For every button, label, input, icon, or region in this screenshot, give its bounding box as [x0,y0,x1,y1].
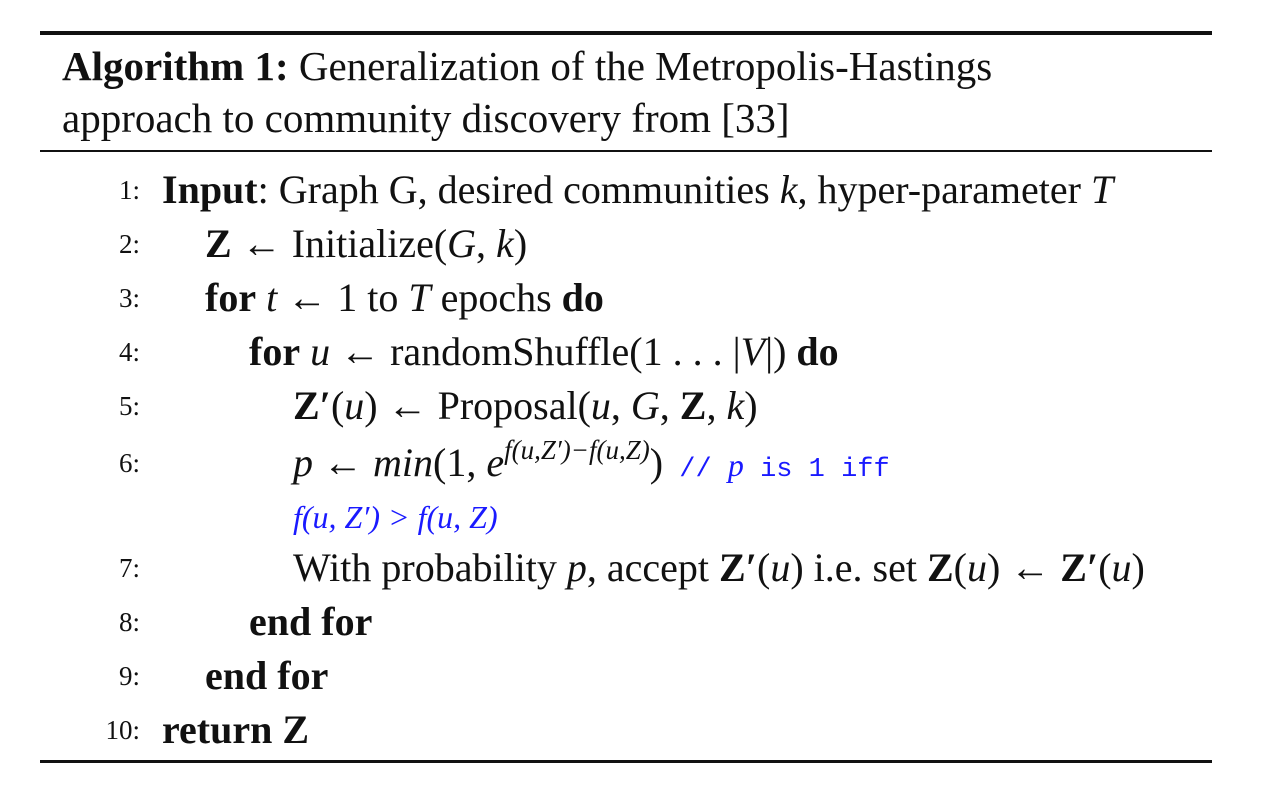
comment-continuation: f(u, Z′) > f(u, Z) [293,499,498,535]
line-number: 3: [118,283,140,313]
paren: ( [330,383,345,428]
exponent: f(u,Z′)−f(u,Z) [504,435,650,465]
var-V: V [740,329,766,374]
line-code: Input: Graph G, desired communities k, h… [162,163,1113,217]
var-T: T [1090,167,1114,212]
var-Z: Z [205,221,232,266]
line-number: 10: [105,715,140,745]
top-rule [40,31,1212,35]
line-number: 7: [118,553,140,583]
line-code: Z′(u) ← Proposal(u, G, Z, k) [293,379,758,433]
paren: |) [765,329,797,374]
return-keyword: return [162,707,273,752]
var-T: T [408,275,431,320]
text: ) i.e. set [790,545,927,590]
paren: ( [953,545,967,590]
var-p: p [566,545,587,590]
var-e: e [486,440,505,485]
line-number: 9: [118,661,140,691]
line-number: 6: [118,448,140,478]
var-Z: Z [679,383,707,428]
algorithm-label: Algorithm 1: [62,43,289,89]
var-G: G [630,383,660,428]
comma: , [706,383,727,428]
for-keyword: for [205,275,257,320]
algorithm-caption: Algorithm 1: Generalization of the Metro… [62,40,1202,144]
comma: , [610,383,631,428]
min-function: min [373,440,433,485]
line-code: Z ← Initialize(G, k) [205,217,527,271]
caption-line-2: approach to community discovery from [33… [62,95,790,141]
line-number: 1: [118,175,140,205]
bottom-rule [40,760,1212,763]
comment: // p is 1 iff [663,447,890,485]
var-u: u [344,383,365,428]
do-keyword: do [561,275,604,320]
comma: , [659,383,680,428]
comma: , [476,221,497,266]
var-u: u [590,383,611,428]
paren: ) [513,221,528,266]
assign-text: ← Initialize( [231,221,448,266]
var-t: t [266,275,278,320]
input-text-2: , hyper-parameter [797,167,1091,212]
var-p: p [293,440,313,485]
comment-prefix: // [663,455,728,485]
text: , accept [586,545,720,590]
var-u: u [966,545,987,590]
input-text: : Graph G, desired communities [257,167,780,212]
var-u: u [1111,545,1132,590]
assign-text: ← [313,440,373,485]
do-keyword: do [796,329,839,374]
assign-text: ← 1 to [277,275,409,320]
line-code: for u ← randomShuffle(1 . . . |V|) do [249,325,839,379]
comment-text: is 1 iff [743,455,890,485]
paren: ( [1098,545,1112,590]
paren: ) [1131,545,1145,590]
line-code: for t ← 1 to T epochs do [205,271,604,325]
line-code: With probability p, accept Z′(u) i.e. se… [293,541,1145,595]
var-k: k [726,383,745,428]
comment-var-p: p [727,447,744,483]
line-number: 8: [118,607,140,637]
paren: (1, [433,440,487,485]
assign-text: ) ← [986,545,1061,590]
line-code: return Z [162,703,309,757]
var-k: k [779,167,798,212]
caption-rule [40,150,1212,152]
line-number: 4: [118,337,140,367]
paren: ) [649,440,664,485]
caption-line-1: Algorithm 1: Generalization of the Metro… [62,40,1202,92]
var-u: u [770,545,791,590]
var-Z: Z [282,707,310,752]
text: With probability [293,545,567,590]
caption-text-1: Generalization of the Metropolis-Hasting… [298,43,993,89]
var-k: k [496,221,514,266]
paren: ) [744,383,758,428]
var-G: G [447,221,477,266]
for-keyword: for [249,329,301,374]
line-code: p ← min(1, ef(u,Z′)−f(u,Z)) // p is 1 if… [293,435,890,497]
var-Z-prime: Z′ [719,545,757,590]
var-u: u [310,329,331,374]
assign-text: ← randomShuffle(1 . . . | [330,329,741,374]
line-number: 5: [118,391,140,421]
epochs-text: epochs [430,275,562,320]
end-for-keyword: end for [205,653,329,698]
var-Z-prime: Z′ [293,383,331,428]
end-for-keyword: end for [249,599,373,644]
var-Z-prime: Z′ [1060,545,1099,590]
var-Z: Z [926,545,954,590]
paren: ( [756,545,771,590]
assign-text: ) ← Proposal( [364,383,591,428]
input-keyword: Input [162,167,258,212]
line-number: 2: [118,229,140,259]
